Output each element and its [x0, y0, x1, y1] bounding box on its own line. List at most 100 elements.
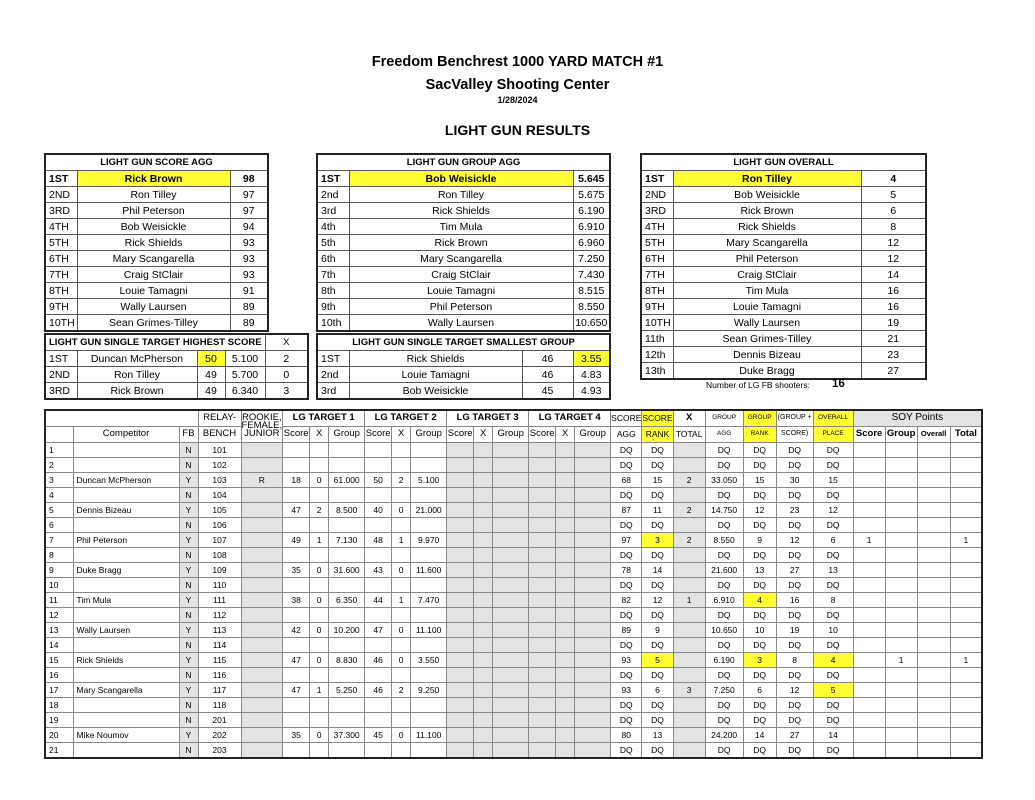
x-total-cell [672, 456, 706, 473]
num-cell: 18 [44, 696, 74, 713]
score-agg-score: 91 [229, 282, 269, 299]
score-agg-name: Phil Peterson [76, 202, 231, 219]
t4-score-cell [528, 696, 557, 713]
group-rank-cell: 9 [742, 531, 777, 548]
single-high-row: 1ST Duncan McPherson 50 5.100 2 [44, 350, 309, 367]
soy-group-cell [884, 681, 918, 698]
overall-place-cell: DQ [812, 516, 854, 533]
t2-x-cell [391, 546, 412, 563]
t4-group-cell [574, 486, 612, 503]
score-agg-name: Craig StClair [76, 266, 231, 283]
overall-place-cell: 14 [812, 726, 854, 743]
t4-score-cell [528, 456, 557, 473]
t3-score-cell [446, 591, 475, 608]
score-rank-cell: 11 [641, 501, 674, 518]
rfj-cell [240, 516, 284, 533]
t1-x-cell: 0 [309, 561, 330, 578]
overall-row: 4TH Rick Shields 8 [640, 218, 927, 235]
overall-place-cell: DQ [812, 711, 854, 728]
single-small-row: 2nd Louie Tamagni 46 4.83 [316, 366, 611, 383]
score-agg-header-bottom: AGG [610, 425, 643, 443]
num-cell: 19 [44, 711, 74, 728]
single-small-place: 3rd [316, 382, 350, 400]
num-cell: 3 [44, 471, 74, 488]
t2-x-cell: 1 [391, 591, 412, 608]
t3-group-cell [492, 696, 530, 713]
soy-group-cell [884, 531, 918, 548]
group-agg-name: Louie Tamagni [348, 282, 574, 299]
score-agg-place: 6TH [44, 250, 78, 267]
group-agg-group: 8.550 [572, 298, 611, 315]
soy-overall-cell [916, 636, 951, 653]
t3-x-cell [473, 651, 494, 668]
table-row: 12 N 112 DQ DQ DQ DQ DQ DQ [44, 606, 983, 623]
t2-x-cell [391, 486, 412, 503]
score-rank-cell: DQ [641, 606, 674, 623]
bench-cell: 111 [197, 591, 242, 608]
t3-score-cell [446, 726, 475, 743]
t3-x-cell [473, 696, 494, 713]
score-agg-name: Bob Weisickle [76, 218, 231, 235]
t4-x-cell [555, 681, 576, 698]
soy-overall-cell [916, 531, 951, 548]
t3-group-header: Group [492, 425, 530, 443]
score-agg-cell: DQ [610, 696, 643, 713]
t2-score-cell [364, 441, 393, 458]
t1-group-cell [328, 486, 366, 503]
bench-cell: 118 [197, 696, 242, 713]
num-cell: 16 [44, 666, 74, 683]
t1-group-cell: 5.250 [328, 681, 366, 698]
t1-score-cell [282, 486, 311, 503]
t2-score-cell [364, 576, 393, 593]
sum-cell: DQ [775, 516, 814, 533]
t3-group-cell [492, 651, 530, 668]
score-agg-place: 4TH [44, 218, 78, 235]
group-agg-cell: DQ [704, 666, 744, 683]
overall-points: 12 [860, 234, 927, 251]
score-agg-cell: DQ [610, 711, 643, 728]
x-total-cell [672, 651, 706, 668]
fb-cell: Y [178, 681, 199, 698]
competitor-cell: Duke Bragg [72, 561, 180, 578]
t1-group-cell [328, 576, 366, 593]
overall-points: 21 [860, 330, 927, 347]
t1-group-cell: 8.500 [328, 501, 366, 518]
group-agg-name: Bob Weisickle [348, 170, 574, 187]
soy-total-cell [949, 606, 983, 623]
sum-header-bottom: SCORE) [775, 425, 814, 443]
score-agg-score: 93 [229, 266, 269, 283]
soy-group-cell [884, 741, 918, 758]
t1-group-cell [328, 666, 366, 683]
t2-group-cell [410, 606, 448, 623]
soy-score-cell [852, 441, 886, 458]
overall-place-cell: DQ [812, 666, 854, 683]
t1-group-cell [328, 546, 366, 563]
table-row: 11 Tim Mula Y 111 38 0 6.350 44 1 7.470 82 12 1 6.910… [44, 591, 983, 608]
t1-score-cell [282, 711, 311, 728]
shooters-count-label: Number of LG FB shooters: [706, 380, 810, 390]
single-high-place: 2ND [44, 366, 78, 383]
t4-score-cell [528, 561, 557, 578]
overall-name: Phil Peterson [672, 250, 862, 267]
group-agg-cell: DQ [704, 486, 744, 503]
score-agg-row: 8TH Louie Tamagni 91 [44, 282, 269, 299]
overall-place-cell: DQ [812, 741, 854, 758]
overall-place-cell: DQ [812, 456, 854, 473]
table-row: 6 N 106 DQ DQ DQ DQ DQ DQ [44, 516, 983, 533]
t1-x-cell: 0 [309, 471, 330, 488]
t4-score-cell [528, 651, 557, 668]
group-agg-table: LIGHT GUN GROUP AGG 1ST Bob Weisickle 5.64… [316, 153, 612, 332]
t2-score-cell: 46 [364, 681, 393, 698]
t2-x-cell: 1 [391, 531, 412, 548]
overall-row: 13th Duke Bragg 27 [640, 362, 927, 380]
overall-place: 9TH [640, 298, 674, 315]
single-high-table: LIGHT GUN SINGLE TARGET HIGHEST SCORE X … [44, 333, 310, 400]
t3-score-cell [446, 666, 475, 683]
soy-group-cell [884, 501, 918, 518]
t4-x-cell [555, 531, 576, 548]
soy-total-cell [949, 561, 983, 578]
t1-score-cell [282, 546, 311, 563]
group-agg-row: 6th Mary Scangarella 7.250 [316, 250, 611, 267]
x-total-cell: 2 [672, 471, 706, 488]
soy-overall-header: Overall [916, 425, 951, 443]
